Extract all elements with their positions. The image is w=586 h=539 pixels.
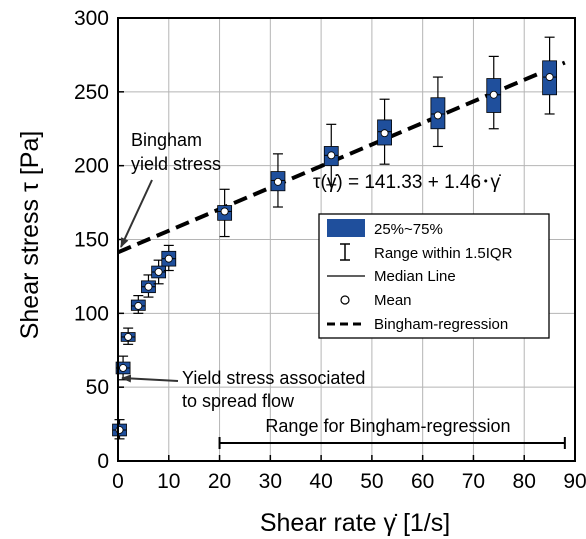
box-plot — [120, 327, 136, 345]
box-plot — [151, 259, 167, 285]
box-plot — [377, 98, 392, 165]
boxes — [112, 36, 558, 440]
legend-whisker-label: Range within 1.5IQR — [374, 245, 513, 262]
legend-box-label: 25%~75% — [374, 221, 443, 238]
y-axis-title: Shear stress τ [Pa] — [16, 131, 44, 340]
legend: 25%~75% Range within 1.5IQR Median Line … — [318, 213, 550, 339]
spread-yield-arrow — [121, 374, 179, 383]
regression-equation: τ(γ̇) = 141.33 + 1.46･γ̇ — [313, 172, 501, 193]
x-axis-title: Shear rate γ̇ [1/s] — [260, 509, 450, 537]
legend-mean-label: Mean — [374, 292, 412, 309]
box-plot — [112, 419, 127, 440]
x-tick-label: 40 — [309, 470, 332, 493]
mean-marker — [134, 302, 143, 310]
box-plot — [141, 274, 156, 298]
y-tick-label: 250 — [74, 81, 109, 104]
legend-regression-label: Bingham-regression — [374, 316, 508, 333]
x-tick-label: 20 — [208, 470, 231, 493]
mean-marker — [433, 111, 442, 120]
bingham-yield-label-line2: yield stress — [131, 154, 221, 174]
spread-yield-label-line2: to spread flow — [182, 391, 295, 411]
mean-marker — [164, 254, 173, 263]
legend-mean-swatch — [340, 295, 350, 305]
y-tick-label: 0 — [97, 450, 109, 473]
x-tick-label: 10 — [157, 470, 180, 493]
x-tick-label: 50 — [360, 470, 383, 493]
box-plot — [542, 36, 558, 115]
legend-whisker-swatch — [340, 243, 350, 261]
y-tick-label: 150 — [74, 229, 109, 252]
box-plot — [130, 295, 146, 314]
mean-marker — [119, 364, 127, 372]
mean-marker — [545, 73, 554, 81]
x-tick-label: 90 — [563, 470, 586, 493]
mean-marker — [220, 207, 229, 216]
x-tick-label: 80 — [513, 470, 536, 493]
regression-range-bracket — [218, 437, 566, 449]
box-plot — [270, 153, 286, 208]
mean-marker — [489, 90, 498, 99]
mean-marker — [154, 268, 163, 276]
regression-range-label: Range for Bingham-regression — [265, 416, 510, 436]
box-plot — [217, 188, 233, 238]
box-plot — [161, 244, 177, 272]
mean-marker — [380, 129, 389, 138]
y-tick-label: 200 — [74, 155, 109, 178]
x-tick-label: 70 — [462, 470, 485, 493]
x-tick-label: 60 — [411, 470, 434, 493]
mean-marker — [274, 178, 282, 186]
mean-marker — [144, 282, 153, 291]
bingham-yield-label-line1: Bingham — [131, 130, 202, 150]
x-tick-label: 30 — [259, 470, 282, 493]
y-tick-label: 100 — [74, 302, 109, 325]
bingham-yield-arrow — [120, 179, 153, 248]
spread-yield-label-line1: Yield stress associated — [182, 368, 365, 388]
box-plot — [323, 123, 339, 186]
y-tick-label: 300 — [74, 7, 109, 30]
x-tick-label: 0 — [112, 470, 124, 493]
mean-marker — [327, 151, 336, 160]
ticks: 0 10 20 30 40 50 60 70 80 90 0 50 100 150 200 250 300 — [74, 7, 586, 493]
legend-box-swatch — [327, 219, 365, 237]
box-plot — [486, 55, 502, 130]
box-plot — [430, 76, 446, 148]
mean-marker — [124, 333, 133, 341]
y-tick-label: 50 — [86, 376, 109, 399]
legend-median-label: Median Line — [374, 268, 456, 285]
